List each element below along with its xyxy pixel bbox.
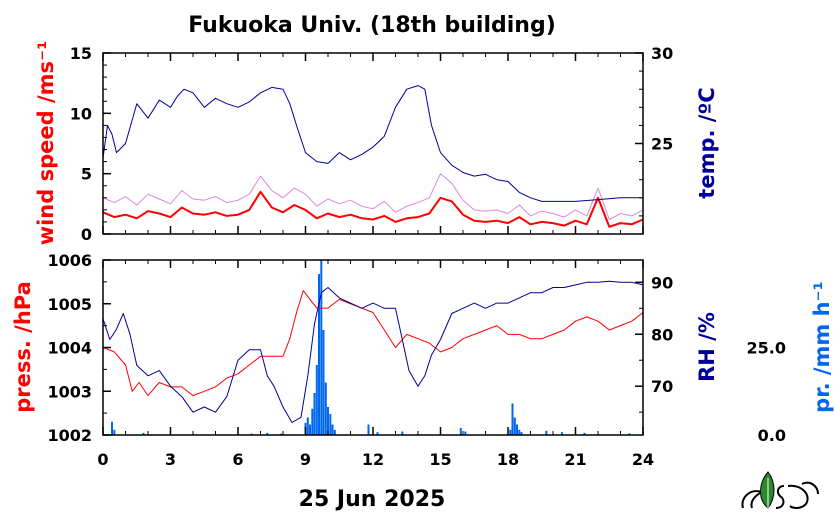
x-tick-label: 21 xyxy=(564,450,586,469)
precip-y-label: 25.0 xyxy=(747,339,786,358)
x-tick-label: 0 xyxy=(97,450,108,469)
wind-speed-line xyxy=(103,192,643,227)
rh-axis-label: RH /% xyxy=(695,312,719,382)
pressure-y-label: 1004 xyxy=(47,339,92,358)
x-tick-label: 12 xyxy=(362,450,384,469)
precip-bar xyxy=(311,409,313,435)
temperature-line xyxy=(103,86,643,202)
precip-bar xyxy=(111,422,113,435)
wind-y-label: 15 xyxy=(70,44,92,63)
precip-bar xyxy=(368,425,370,436)
wind-axis-label: wind speed /ms⁻¹ xyxy=(34,41,58,246)
pressure-y-label: 1005 xyxy=(47,295,92,314)
x-tick-label: 18 xyxy=(497,450,519,469)
temp-y-label: 30 xyxy=(651,44,673,63)
precip-bar xyxy=(307,418,309,436)
humidity-line xyxy=(103,281,643,422)
precip-bar xyxy=(460,428,462,435)
bottom-panel-series xyxy=(103,260,643,435)
top-panel-frame xyxy=(103,53,643,234)
top-panel-series xyxy=(103,86,643,227)
precip-y-label: 0.0 xyxy=(758,426,786,445)
precip-bar xyxy=(329,414,331,435)
precip-bar xyxy=(320,260,322,435)
temp-y-label: 25 xyxy=(651,135,673,154)
x-tick-label: 24 xyxy=(632,450,654,469)
wind-y-label: 5 xyxy=(81,165,92,184)
pressure-line xyxy=(103,291,643,396)
precip-bar xyxy=(512,404,514,436)
precip-axis-label: pr. /mm h⁻¹ xyxy=(810,281,834,413)
chart-title: Fukuoka Univ. (18th building) xyxy=(188,13,556,38)
precip-bar xyxy=(332,425,334,436)
precip-bar xyxy=(309,425,311,436)
pressure-axis-label: press. /hPa xyxy=(11,281,35,413)
rh-y-label: 80 xyxy=(651,325,673,344)
precip-bar xyxy=(516,425,518,436)
date-label: 25 Jun 2025 xyxy=(299,487,446,512)
precip-bar xyxy=(325,383,327,436)
axes-ticks: 0 3 6 9 12 15 18 21 24 0 5 10 15 25 30 1002 1003 1004 1005… xyxy=(47,44,786,469)
x-tick-label: 3 xyxy=(165,450,176,469)
precip-bar xyxy=(327,407,329,435)
wind-y-label: 0 xyxy=(81,225,92,244)
bottom-panel-frame xyxy=(103,260,643,435)
pressure-y-label: 1006 xyxy=(47,251,92,270)
precip-bar xyxy=(514,418,516,436)
pressure-y-label: 1002 xyxy=(47,426,92,445)
wind-gust-line xyxy=(103,174,643,220)
wind-y-label: 10 xyxy=(70,104,92,123)
precip-bar xyxy=(316,365,318,435)
rh-y-label: 70 xyxy=(651,377,673,396)
temp-axis-label: temp. /ºC xyxy=(695,87,719,198)
pressure-y-label: 1003 xyxy=(47,382,92,401)
precip-bar xyxy=(314,393,316,435)
x-tick-label: 6 xyxy=(232,450,243,469)
precip-bar xyxy=(323,330,325,435)
x-tick-label: 15 xyxy=(429,450,451,469)
rh-y-label: 90 xyxy=(651,273,673,292)
leaf-logo-icon xyxy=(742,472,818,508)
x-tick-label: 9 xyxy=(300,450,311,469)
